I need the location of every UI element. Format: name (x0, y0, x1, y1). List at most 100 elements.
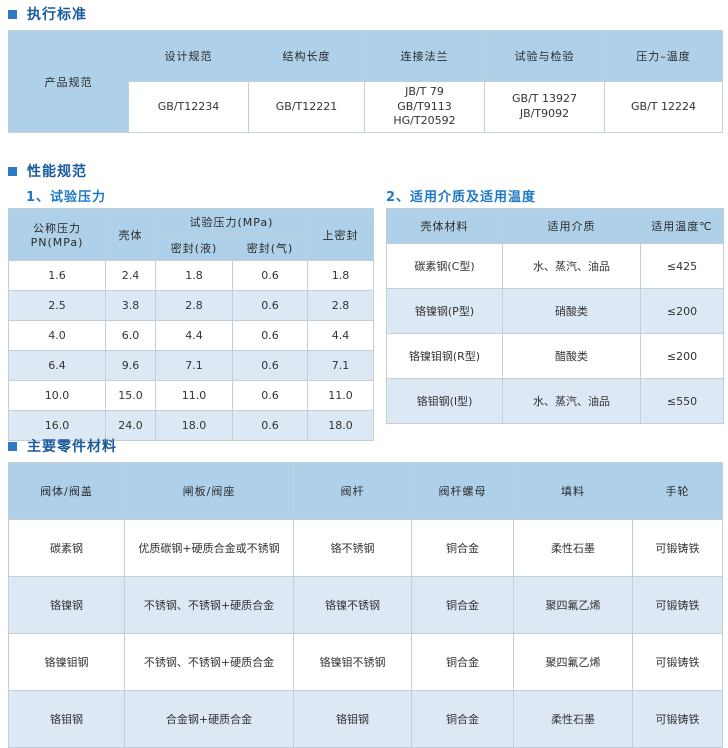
media-header-material: 壳体材料 (386, 208, 503, 244)
parts-header-handwheel: 手轮 (632, 462, 723, 520)
cell: 11.0 (307, 380, 374, 411)
exec-value-pressure-temp: GB/T 12224 (604, 81, 723, 133)
cell: 18.0 (307, 410, 374, 441)
cell: ≤200 (640, 288, 724, 334)
cell: 4.4 (155, 320, 233, 351)
table-row: 6.4 9.6 7.1 0.6 7.1 (8, 350, 374, 381)
table-row: 4.0 6.0 4.4 0.6 4.4 (8, 320, 374, 351)
cell: 4.4 (307, 320, 374, 351)
cell: 铬不锈钢 (293, 519, 412, 577)
cell: ≤425 (640, 243, 724, 289)
press-header-shell: 壳体 (105, 208, 156, 261)
cell: 1.6 (8, 260, 106, 291)
cell: 柔性石墨 (513, 690, 633, 748)
table-row: 铬镍钢 不锈钢、不锈钢+硬质合金 铬镍不锈钢 铜合金 聚四氟乙烯 可锻铸铁 (8, 576, 723, 634)
cell: 0.6 (232, 260, 308, 291)
cell: 7.1 (307, 350, 374, 381)
spec-sheet-page: 执行标准 产品规范 设计规范 结构长度 连接法兰 试验与检验 压力–温度 GB/… (8, 7, 724, 748)
table-row: 铬镍钼钢(R型) 醋酸类 ≤200 (386, 333, 724, 379)
exec-value-length: GB/T12221 (248, 81, 365, 133)
cell: 水、蒸汽、油品 (502, 243, 641, 289)
table-row: 铬钼钢 合金钢+硬质合金 铬钼钢 铜合金 柔性石墨 可锻铸铁 (8, 690, 723, 748)
parts-header-body-bonnet: 阀体/阀盖 (8, 462, 125, 520)
cell: 聚四氟乙烯 (513, 576, 633, 634)
cell: 1.8 (307, 260, 374, 291)
cell: 碳素钢(C型) (386, 243, 503, 289)
exec-value-flange: JB/T 79 GB/T9113 HG/T20592 (364, 81, 485, 133)
exec-standard-table: 产品规范 设计规范 结构长度 连接法兰 试验与检验 压力–温度 GB/T1223… (8, 30, 723, 133)
exec-header-test: 试验与检验 (484, 30, 605, 82)
cell: 7.1 (155, 350, 233, 381)
table-row: 16.0 24.0 18.0 0.6 18.0 (8, 410, 374, 441)
table-row: 2.5 3.8 2.8 0.6 2.8 (8, 290, 374, 321)
cell: 铬镍不锈钢 (293, 576, 412, 634)
cell: 铜合金 (411, 690, 514, 748)
cell: 2.8 (307, 290, 374, 321)
exec-value-test: GB/T 13927 JB/T9092 (484, 81, 605, 133)
parts-header-gate-seat: 闸板/阀座 (124, 462, 294, 520)
cell: 不锈钢、不锈钢+硬质合金 (124, 633, 294, 691)
section-heading-performance: 性能规范 (8, 161, 87, 181)
parts-header-stem-nut: 阀杆螺母 (411, 462, 514, 520)
parts-header-stem: 阀杆 (293, 462, 412, 520)
table-row: 壳体材料 适用介质 适用温度℃ (386, 208, 724, 244)
cell: 24.0 (105, 410, 156, 441)
cell: 9.6 (105, 350, 156, 381)
section-title-performance: 性能规范 (27, 164, 87, 180)
section-title-exec-standard: 执行标准 (27, 7, 87, 23)
cell: 铬钼钢 (8, 690, 125, 748)
square-bullet-icon (8, 441, 17, 451)
press-header-test-pressure: 试验压力(MPa) (155, 208, 308, 235)
table-row: 铬镍钢(P型) 硝酸类 ≤200 (386, 288, 724, 334)
cell: 0.6 (232, 350, 308, 381)
table-row: 公称压力PN(MPa) 壳体 试验压力(MPa) 上密封 (8, 208, 374, 261)
cell: 铬镍钢 (8, 576, 125, 634)
press-header-seal-gas: 密封(气) (232, 234, 308, 261)
test-pressure-table: 公称压力PN(MPa) 壳体 试验压力(MPa) 上密封 密封(液) 密封(气)… (8, 208, 374, 441)
media-header-medium: 适用介质 (502, 208, 641, 244)
cell: 0.6 (232, 320, 308, 351)
cell: 11.0 (155, 380, 233, 411)
cell: 优质碳钢+硬质合金或不锈钢 (124, 519, 294, 577)
cell: 16.0 (8, 410, 106, 441)
section-title-main-parts: 主要零件材料 (27, 439, 117, 455)
exec-header-pressure-temp: 压力–温度 (604, 30, 723, 82)
cell: 不锈钢、不锈钢+硬质合金 (124, 576, 294, 634)
cell: 3.8 (105, 290, 156, 321)
table-row: 碳素钢 优质碳钢+硬质合金或不锈钢 铬不锈钢 铜合金 柔性石墨 可锻铸铁 (8, 519, 723, 577)
cell: 铬镍钼钢(R型) (386, 333, 503, 379)
cell: 4.0 (8, 320, 106, 351)
cell: 0.6 (232, 380, 308, 411)
cell: 合金钢+硬质合金 (124, 690, 294, 748)
cell: 铬镍钢(P型) (386, 288, 503, 334)
cell: ≤200 (640, 333, 724, 379)
cell: 醋酸类 (502, 333, 641, 379)
exec-header-design: 设计规范 (128, 30, 249, 82)
cell: 铬钼钢 (293, 690, 412, 748)
exec-header-length: 结构长度 (248, 30, 365, 82)
cell: 碳素钢 (8, 519, 125, 577)
press-header-pn: 公称压力PN(MPa) (8, 208, 106, 261)
cell: 0.6 (232, 410, 308, 441)
cell: 0.6 (232, 290, 308, 321)
cell: 可锻铸铁 (632, 690, 723, 748)
cell: 15.0 (105, 380, 156, 411)
media-temperature-table: 壳体材料 适用介质 适用温度℃ 碳素钢(C型) 水、蒸汽、油品 ≤425 铬镍钢… (386, 208, 724, 424)
cell: 柔性石墨 (513, 519, 633, 577)
cell: ≤550 (640, 378, 724, 424)
sub-heading-media-temperature: 2、适用介质及适用温度 (386, 190, 537, 205)
square-bullet-icon (8, 9, 17, 19)
cell: 聚四氟乙烯 (513, 633, 633, 691)
cell: 2.5 (8, 290, 106, 321)
table-row: 铬镍钼钢 不锈钢、不锈钢+硬质合金 铬镍钼不锈钢 铜合金 聚四氟乙烯 可锻铸铁 (8, 633, 723, 691)
exec-row-label: 产品规范 (8, 30, 129, 133)
table-row: 10.0 15.0 11.0 0.6 11.0 (8, 380, 374, 411)
main-parts-material-table: 阀体/阀盖 闸板/阀座 阀杆 阀杆螺母 填料 手轮 碳素钢 优质碳钢+硬质合金或… (8, 462, 723, 748)
table-row: 1.6 2.4 1.8 0.6 1.8 (8, 260, 374, 291)
cell: 硝酸类 (502, 288, 641, 334)
cell: 铜合金 (411, 576, 514, 634)
cell: 铬镍钼不锈钢 (293, 633, 412, 691)
cell: 可锻铸铁 (632, 576, 723, 634)
sub-heading-test-pressure: 1、试验压力 (26, 190, 107, 205)
parts-header-packing: 填料 (513, 462, 633, 520)
